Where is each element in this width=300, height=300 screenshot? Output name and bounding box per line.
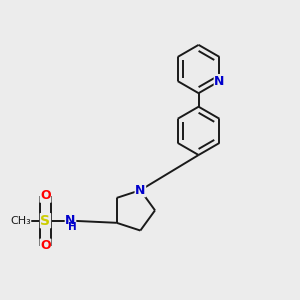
Text: O: O (40, 239, 51, 252)
Text: CH₃: CH₃ (10, 216, 31, 226)
Text: O: O (40, 189, 51, 202)
Text: S: S (40, 214, 50, 228)
Text: N: N (214, 75, 225, 88)
Text: N: N (135, 184, 146, 197)
Text: H: H (68, 222, 76, 232)
Text: N: N (65, 214, 76, 227)
